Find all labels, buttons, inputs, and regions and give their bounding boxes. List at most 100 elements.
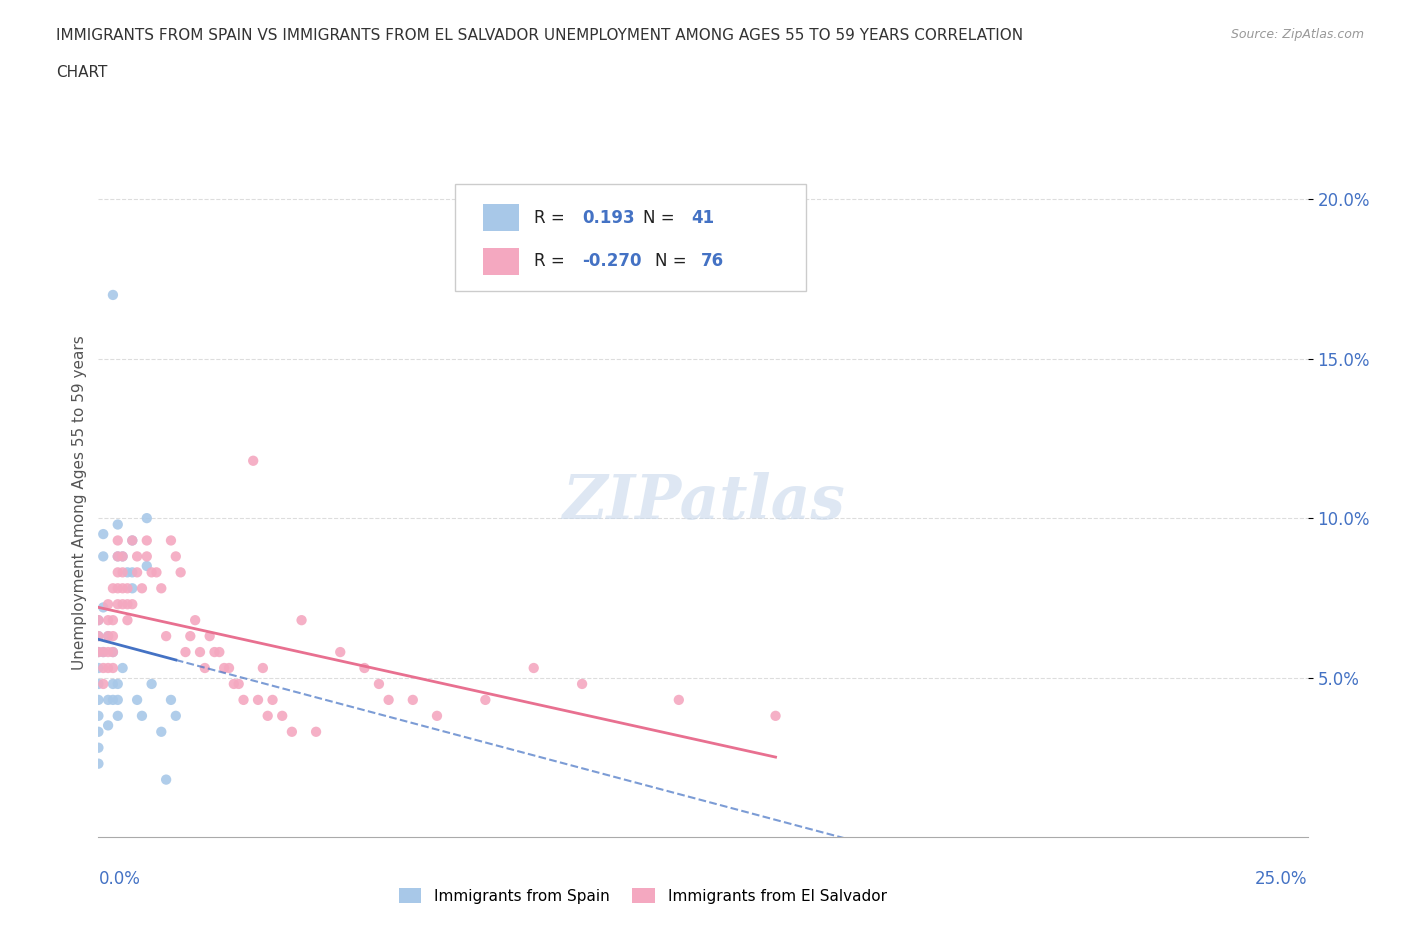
Point bbox=[368, 676, 391, 691]
Point bbox=[97, 613, 120, 628]
Point bbox=[107, 676, 129, 691]
Point bbox=[174, 644, 197, 659]
Point bbox=[87, 709, 110, 724]
Point bbox=[107, 709, 129, 724]
Point bbox=[97, 597, 120, 612]
Point bbox=[107, 517, 129, 532]
Point bbox=[91, 660, 114, 675]
Point bbox=[426, 709, 449, 724]
Point bbox=[262, 693, 284, 708]
Text: ZIPatlas: ZIPatlas bbox=[561, 472, 845, 532]
Point bbox=[91, 644, 114, 659]
Point bbox=[141, 565, 163, 579]
Point bbox=[165, 549, 187, 564]
Point bbox=[135, 559, 157, 574]
Point bbox=[91, 676, 114, 691]
Point bbox=[571, 676, 593, 691]
Point bbox=[228, 676, 250, 691]
Point bbox=[155, 629, 177, 644]
Point bbox=[198, 629, 221, 644]
Legend: Immigrants from Spain, Immigrants from El Salvador: Immigrants from Spain, Immigrants from E… bbox=[392, 882, 893, 910]
Point bbox=[208, 644, 231, 659]
Point bbox=[87, 756, 110, 771]
Point bbox=[101, 287, 124, 302]
Point bbox=[97, 629, 120, 644]
Point bbox=[111, 549, 134, 564]
Point bbox=[135, 549, 157, 564]
Point bbox=[141, 676, 163, 691]
Point bbox=[169, 565, 191, 579]
Point bbox=[91, 644, 114, 659]
Point bbox=[135, 511, 157, 525]
Point bbox=[91, 549, 114, 564]
Text: 41: 41 bbox=[690, 208, 714, 227]
Point bbox=[107, 597, 129, 612]
Point bbox=[131, 581, 153, 596]
Point bbox=[91, 526, 114, 541]
Point bbox=[91, 600, 114, 615]
Point bbox=[97, 629, 120, 644]
Point bbox=[127, 549, 149, 564]
Point bbox=[127, 565, 149, 579]
Point bbox=[87, 693, 110, 708]
Text: 76: 76 bbox=[700, 252, 724, 270]
Point bbox=[377, 693, 399, 708]
Point bbox=[97, 718, 120, 733]
Point bbox=[117, 565, 139, 579]
Point bbox=[329, 644, 352, 659]
Point bbox=[107, 581, 129, 596]
Point bbox=[232, 693, 254, 708]
Point bbox=[160, 533, 183, 548]
Point bbox=[87, 629, 110, 644]
Point bbox=[121, 533, 143, 548]
Point bbox=[281, 724, 304, 739]
Point bbox=[111, 565, 134, 579]
Point bbox=[107, 533, 129, 548]
Point bbox=[242, 453, 264, 468]
Point bbox=[218, 660, 240, 675]
Point bbox=[107, 565, 129, 579]
Point bbox=[194, 660, 217, 675]
Text: 0.193: 0.193 bbox=[582, 208, 634, 227]
Point bbox=[97, 660, 120, 675]
Point bbox=[222, 676, 245, 691]
Point bbox=[97, 644, 120, 659]
Point bbox=[101, 660, 124, 675]
Text: R =: R = bbox=[534, 252, 564, 270]
Point bbox=[111, 660, 134, 675]
Point bbox=[87, 613, 110, 628]
Point bbox=[155, 772, 177, 787]
Point bbox=[135, 533, 157, 548]
Point bbox=[212, 660, 235, 675]
Point bbox=[668, 693, 690, 708]
Point bbox=[252, 660, 274, 675]
Point bbox=[107, 549, 129, 564]
Text: Source: ZipAtlas.com: Source: ZipAtlas.com bbox=[1230, 28, 1364, 41]
FancyBboxPatch shape bbox=[456, 184, 806, 291]
Text: N =: N = bbox=[643, 208, 673, 227]
Text: N =: N = bbox=[655, 252, 686, 270]
Point bbox=[271, 709, 294, 724]
Text: 0.0%: 0.0% bbox=[98, 870, 141, 888]
Point bbox=[117, 581, 139, 596]
Text: -0.270: -0.270 bbox=[582, 252, 641, 270]
Point bbox=[107, 693, 129, 708]
Point bbox=[111, 597, 134, 612]
Point bbox=[121, 565, 143, 579]
Point bbox=[111, 581, 134, 596]
Point bbox=[121, 581, 143, 596]
Point bbox=[87, 740, 110, 755]
Point bbox=[87, 644, 110, 659]
Point bbox=[117, 597, 139, 612]
Point bbox=[402, 693, 425, 708]
Point bbox=[179, 629, 201, 644]
Text: IMMIGRANTS FROM SPAIN VS IMMIGRANTS FROM EL SALVADOR UNEMPLOYMENT AMONG AGES 55 : IMMIGRANTS FROM SPAIN VS IMMIGRANTS FROM… bbox=[56, 28, 1024, 43]
Point bbox=[117, 613, 139, 628]
FancyBboxPatch shape bbox=[482, 205, 519, 231]
Point bbox=[305, 724, 328, 739]
Text: R =: R = bbox=[534, 208, 564, 227]
Point bbox=[101, 644, 124, 659]
Text: 25.0%: 25.0% bbox=[1256, 870, 1308, 888]
Point bbox=[87, 629, 110, 644]
Point bbox=[150, 724, 173, 739]
